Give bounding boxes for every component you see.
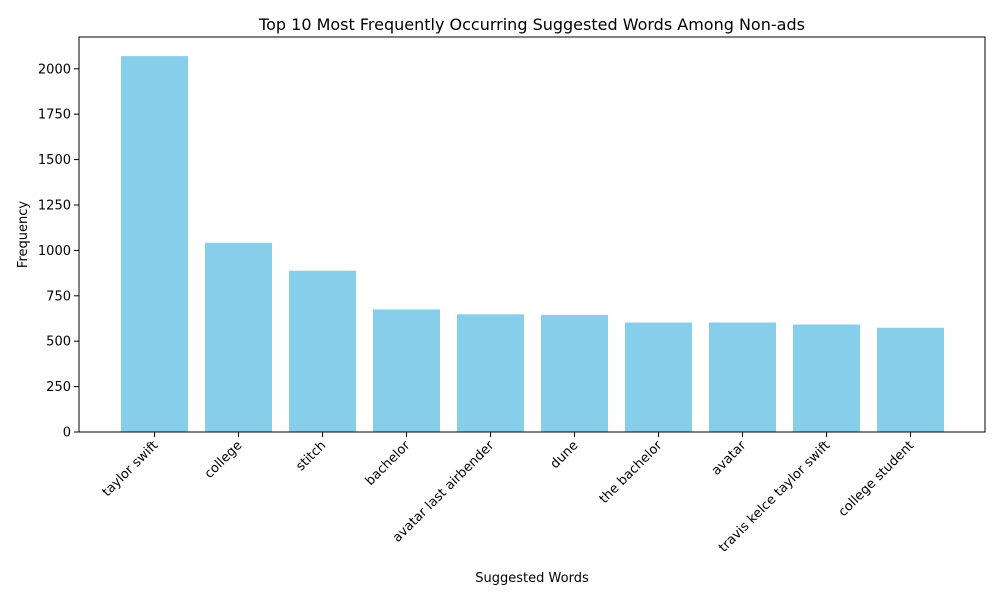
bar (205, 242, 272, 432)
bar (877, 327, 944, 432)
bar (121, 56, 188, 432)
chart-title: Top 10 Most Frequently Occurring Suggest… (258, 15, 805, 34)
y-tick-label: 750 (46, 289, 71, 304)
bar (373, 309, 440, 432)
y-tick-label: 1750 (38, 108, 71, 123)
x-axis: taylor swift college stitch bacheloravatar … (100, 432, 918, 555)
bar (457, 314, 524, 432)
bar (625, 322, 692, 432)
x-tick-label: avatar (709, 438, 750, 479)
x-tick-label: bachelor (363, 438, 414, 489)
x-tick-label: college (202, 438, 246, 482)
y-tick-label: 1250 (38, 198, 71, 213)
x-tick-label: taylor swift (100, 438, 162, 500)
bars-group (121, 56, 944, 432)
y-tick-label: 250 (46, 380, 71, 395)
y-axis-title: Frequency (16, 201, 31, 268)
y-tick-label: 1000 (38, 244, 71, 259)
x-axis-title: Suggested Words (475, 571, 589, 586)
y-axis: 0 250 500 750 1000 1250 1500 1750 2000 (38, 62, 79, 441)
plot-frame (78, 36, 986, 433)
y-tick-label: 1500 (38, 153, 71, 168)
y-tick-label: 500 (46, 335, 71, 350)
bar (541, 314, 608, 432)
y-tick-label: 0 (63, 426, 71, 441)
bar (709, 322, 776, 432)
y-tick-label: 2000 (38, 62, 71, 77)
x-tick-label: stitch (293, 438, 329, 474)
x-tick-label: college student (836, 438, 918, 520)
bar (289, 270, 356, 432)
bar (793, 324, 860, 432)
x-tick-label: dune (548, 438, 582, 472)
x-tick-label: the bachelor (597, 438, 666, 507)
